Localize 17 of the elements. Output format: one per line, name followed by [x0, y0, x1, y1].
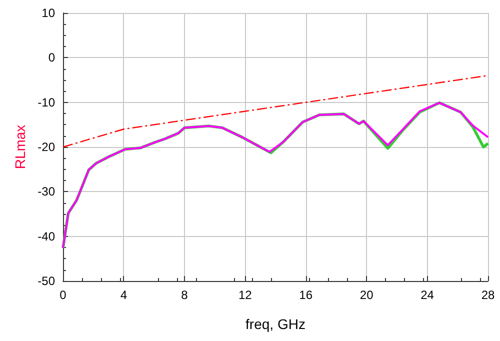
y-tick-label: -30	[38, 184, 56, 199]
x-tick-label: 28	[481, 288, 495, 302]
x-tick-label: 0	[60, 288, 67, 302]
x-tick-label: 16	[299, 288, 313, 302]
y-axis-title: RLmax	[12, 124, 28, 170]
x-tick-label: 20	[360, 288, 374, 302]
x-tick-label: 4	[120, 288, 128, 302]
x-tick-label: 12	[238, 288, 252, 302]
y-tick-label: -10	[38, 95, 56, 110]
y-tick-label: -50	[38, 274, 56, 288]
x-axis-title: freq, GHz	[246, 316, 306, 332]
y-tick-label: 10	[42, 6, 56, 20]
y-tick-label: -40	[38, 229, 56, 244]
x-tick-label: 24	[420, 288, 434, 302]
y-tick-label: 0	[48, 50, 56, 65]
y-tick-label: -20	[38, 140, 56, 154]
x-tick-label: 8	[181, 288, 188, 302]
